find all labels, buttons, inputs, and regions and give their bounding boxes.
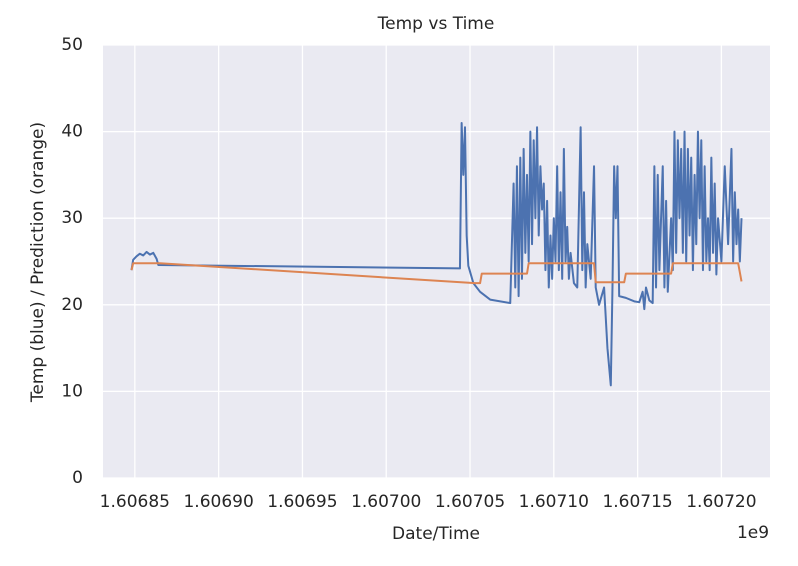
x-tick-label: 1.60720: [686, 492, 756, 512]
y-tick-label: 40: [61, 122, 83, 142]
chart-title: Temp vs Time: [377, 14, 495, 34]
y-tick-label: 0: [72, 468, 83, 488]
x-tick-label: 1.60690: [183, 492, 253, 512]
x-axis-label: Date/Time: [392, 524, 480, 544]
y-tick-label: 20: [61, 295, 83, 315]
y-axis-label: Temp (blue) / Prediction (orange): [28, 122, 48, 403]
y-tick-label: 10: [61, 381, 83, 401]
series-line: [130, 262, 743, 285]
y-tick-label: 30: [61, 208, 83, 228]
x-tick-label: 1.60715: [602, 492, 672, 512]
x-tick-label: 1.60685: [100, 492, 170, 512]
x-offset-label: 1e9: [737, 523, 769, 543]
x-tick-label: 1.60700: [351, 492, 421, 512]
x-tick-label: 1.60710: [519, 492, 589, 512]
x-tick-label: 1.60695: [267, 492, 337, 512]
x-tick-label: 1.60705: [435, 492, 505, 512]
series-line: [130, 121, 743, 387]
y-tick-label: 50: [61, 35, 83, 55]
